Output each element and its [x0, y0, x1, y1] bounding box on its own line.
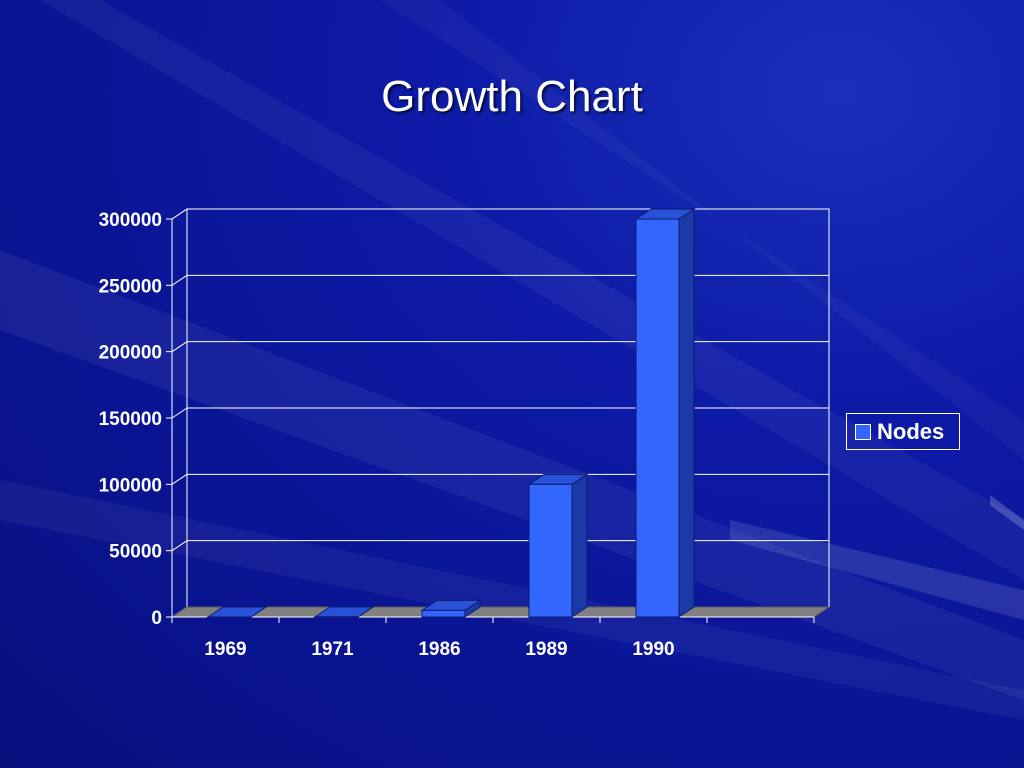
- chart-floor: [170, 606, 831, 618]
- bar-side: [571, 473, 588, 618]
- plot-area: [171, 208, 830, 618]
- gridline-side: [171, 540, 188, 552]
- chart-title: Growth Chart: [381, 72, 643, 121]
- gridlines: [171, 208, 829, 552]
- legend-label-nodes: Nodes: [877, 418, 945, 444]
- x-tick-label: 1989: [525, 639, 567, 660]
- y-tick-label: 300000: [99, 210, 162, 231]
- y-tick-label: 100000: [99, 475, 162, 496]
- bar-front: [421, 609, 466, 618]
- x-tick-label: 1986: [418, 639, 460, 660]
- legend-swatch-nodes: [855, 423, 871, 440]
- gridline-side: [171, 341, 188, 353]
- y-tick-label: 50000: [109, 542, 162, 563]
- x-axis: 1969 1971 1986 1989 1990: [171, 616, 815, 660]
- bar: [206, 606, 268, 618]
- floor-surface: [170, 606, 831, 618]
- bar: [634, 208, 696, 618]
- bar: [420, 599, 482, 618]
- y-tick-label: 150000: [99, 409, 162, 430]
- x-tick-label: 1971: [311, 639, 354, 660]
- bar-front: [635, 218, 680, 618]
- bar: [527, 473, 589, 618]
- gridline-side: [171, 274, 188, 286]
- gridline-side: [171, 407, 188, 419]
- gridline-side: [171, 208, 188, 220]
- x-tick-label: 1969: [204, 639, 246, 660]
- bar: [313, 605, 375, 618]
- x-tick-label: 1990: [632, 639, 674, 660]
- gridline-side: [171, 473, 188, 485]
- y-tick-label: 0: [151, 608, 162, 629]
- y-tick-label: 200000: [99, 343, 162, 364]
- bar-series: [206, 208, 696, 618]
- legend: Nodes: [846, 413, 960, 450]
- bar-front: [528, 483, 573, 618]
- y-tick-label: 250000: [99, 276, 162, 297]
- bar-side: [678, 208, 695, 618]
- y-axis: 0 50000 100000 150000 200000 250000 300000: [99, 210, 173, 629]
